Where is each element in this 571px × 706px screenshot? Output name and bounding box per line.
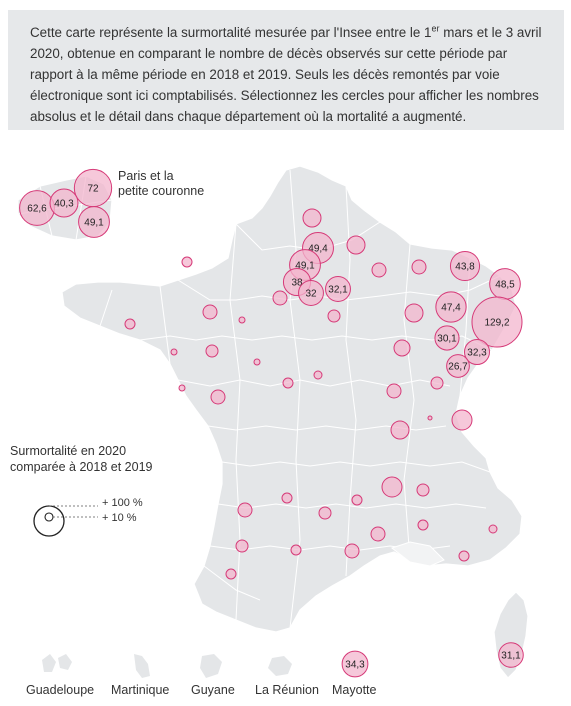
label-guyane: Guyane <box>191 683 235 697</box>
legend-small-label: + 10 % <box>102 512 137 524</box>
department-circle[interactable] <box>386 383 402 399</box>
paris-circle-label: 62,6 <box>27 204 47 215</box>
department-circle-label: 31,1 <box>501 651 521 662</box>
legend-large-label: + 100 % <box>102 497 143 509</box>
legend-title-line-1: Surmortalité en 2020 <box>10 444 127 458</box>
department-circle[interactable] <box>411 259 427 275</box>
legend-small-circle <box>44 512 54 522</box>
department-circle[interactable] <box>430 376 444 390</box>
department-circle-label: 129,2 <box>484 318 509 329</box>
paris-label-line-2: petite couronne <box>118 184 205 198</box>
label-la-reunion: La Réunion <box>255 683 319 697</box>
label-guadeloupe: Guadeloupe <box>26 683 95 697</box>
department-circle-label: 47,4 <box>441 303 461 314</box>
paris-circle[interactable] <box>49 188 79 218</box>
department-circle[interactable] <box>458 550 470 562</box>
intro-part1: Cette carte représente la surmortalité m… <box>30 25 432 40</box>
department-circle[interactable] <box>451 409 473 431</box>
department-circle[interactable] <box>346 235 366 255</box>
department-circle-label: 32,3 <box>467 348 487 359</box>
department-circle[interactable] <box>281 492 293 504</box>
department-circle-label: 32 <box>305 289 317 300</box>
legend: + 100 % + 10 % <box>33 497 143 537</box>
legend-title: Surmortalité en 2020 comparée à 2018 et … <box>10 443 152 475</box>
department-circle[interactable] <box>202 304 218 320</box>
department-circle[interactable] <box>488 524 498 534</box>
department-circle[interactable] <box>371 262 387 278</box>
department-circle-label: 26,7 <box>448 362 468 373</box>
department-circle[interactable] <box>318 506 332 520</box>
paris-circle-label: 40,3 <box>54 199 74 210</box>
department-circle[interactable] <box>390 420 410 440</box>
department-circle[interactable] <box>327 309 341 323</box>
paris-circle-label: 72 <box>87 184 99 195</box>
department-circle[interactable] <box>235 539 249 553</box>
department-circle-label: 30,1 <box>437 334 457 345</box>
department-circle[interactable] <box>427 415 433 421</box>
reunion-shape <box>268 656 292 676</box>
intro-sup: er <box>431 23 440 34</box>
paris-circle[interactable] <box>78 206 110 238</box>
department-circle[interactable] <box>434 325 460 351</box>
department-circle[interactable] <box>298 280 324 306</box>
martinique-shape <box>134 654 150 678</box>
department-circle[interactable] <box>210 389 226 405</box>
label-martinique: Martinique <box>111 683 170 697</box>
department-circle[interactable] <box>498 642 524 668</box>
intro-part2: mars et le 3 avril 2020, obtenue en comp… <box>30 25 542 124</box>
department-circle[interactable] <box>417 519 429 531</box>
department-circle[interactable] <box>341 650 369 678</box>
department-circle[interactable] <box>351 494 363 506</box>
department-circle-label: 49,1 <box>295 261 315 272</box>
department-circle-label: 32,1 <box>328 285 348 296</box>
department-circle[interactable] <box>282 377 294 389</box>
legend-title-line-2: comparée à 2018 et 2019 <box>10 460 153 474</box>
department-circle-label: 43,8 <box>455 262 475 273</box>
mainland-france <box>61 165 523 633</box>
department-circle-label: 49,4 <box>308 244 328 255</box>
department-circle[interactable] <box>181 256 193 268</box>
department-circle[interactable] <box>370 526 386 542</box>
department-circle[interactable] <box>205 344 219 358</box>
department-circle-label: 48,5 <box>495 280 515 291</box>
department-circle[interactable] <box>272 290 288 306</box>
department-circle[interactable] <box>124 318 136 330</box>
department-circle[interactable] <box>238 316 246 324</box>
intro-text: Cette carte représente la surmortalité m… <box>8 10 564 130</box>
paris-label-line-1: Paris et la <box>118 169 174 183</box>
guadeloupe-shape <box>42 654 72 672</box>
bouches-du-rhone <box>390 541 445 567</box>
department-circle[interactable] <box>178 384 186 392</box>
department-circle[interactable] <box>449 250 481 282</box>
department-circle[interactable] <box>253 358 261 366</box>
department-circle[interactable] <box>237 502 253 518</box>
department-circle[interactable] <box>471 296 523 348</box>
department-circle[interactable] <box>325 276 351 302</box>
paris-circle-label: 49,1 <box>84 218 104 229</box>
label-mayotte: Mayotte <box>332 683 377 697</box>
department-circle[interactable] <box>225 568 237 580</box>
department-circle[interactable] <box>416 483 430 497</box>
department-circle[interactable] <box>381 476 403 498</box>
department-circle[interactable] <box>344 543 360 559</box>
department-circle[interactable] <box>404 303 424 323</box>
department-circle-label: 38 <box>291 278 303 289</box>
department-circle[interactable] <box>290 544 302 556</box>
guyane-shape <box>200 654 222 678</box>
department-circle[interactable] <box>463 338 491 366</box>
department-circle[interactable] <box>313 370 323 380</box>
department-circle[interactable] <box>435 291 467 323</box>
department-circle[interactable] <box>302 208 322 228</box>
department-circle[interactable] <box>446 354 470 378</box>
department-circle-label: 34,3 <box>345 660 365 671</box>
department-circle[interactable] <box>393 339 411 357</box>
paris-label: Paris et la petite couronne <box>118 169 204 199</box>
department-circle[interactable] <box>170 348 178 356</box>
